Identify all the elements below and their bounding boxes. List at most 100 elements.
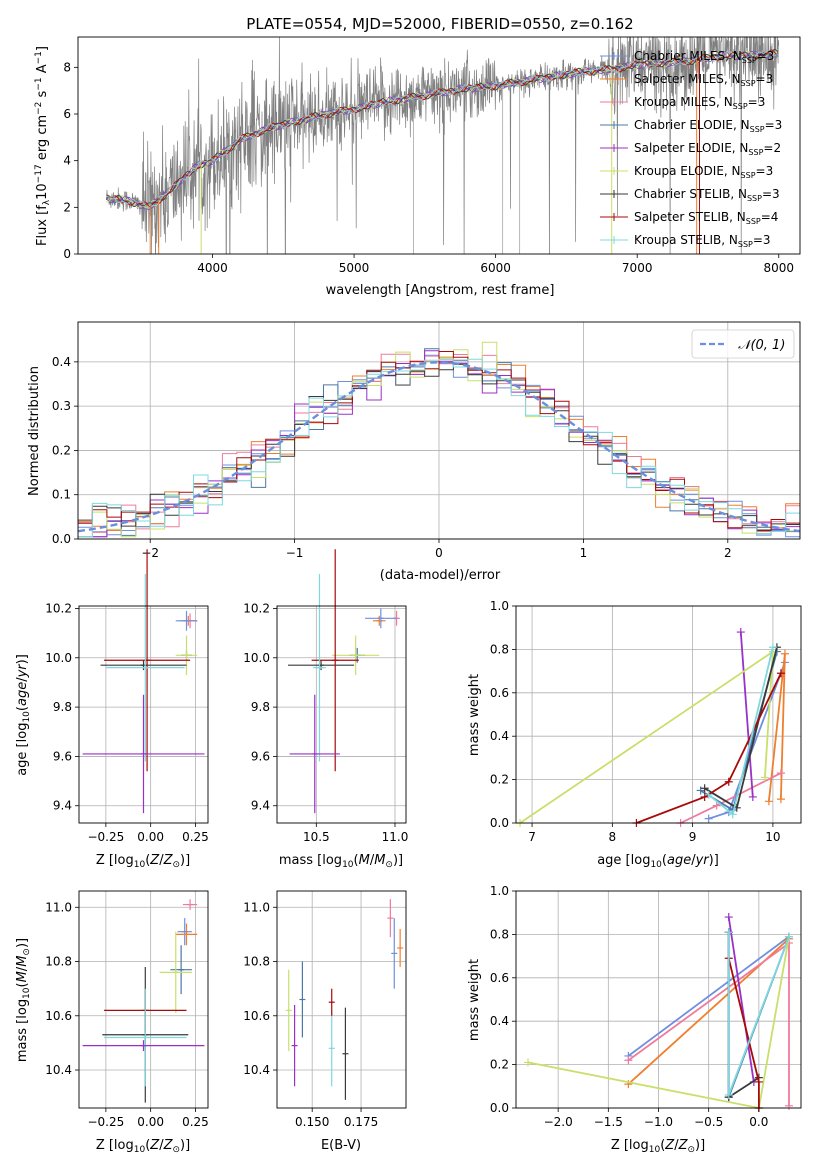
normal-curve	[78, 361, 800, 533]
spectrum-ylabel-part4: s	[35, 90, 50, 101]
age-z-frame	[78, 605, 209, 824]
legend-nssp-sub: SSP	[741, 79, 756, 88]
mass-ebv-xlabel: E(B-V)	[321, 1138, 361, 1153]
spectrum-ylabel-sup2: −2	[34, 102, 44, 115]
weight-marker	[712, 801, 721, 810]
x-tick-label: 1	[580, 546, 588, 560]
x-tick-label: 2	[724, 546, 732, 560]
y-tick-label: 9.6	[251, 749, 270, 763]
weight-marker	[700, 792, 709, 801]
spectrum-ylabel-sub: λ	[42, 199, 52, 205]
x-tick-label: −1.5	[594, 1115, 623, 1129]
x-tick-label: −2.0	[544, 1115, 573, 1129]
y-tick-label: 9.6	[53, 749, 72, 763]
age-mass-ticks: 10.5 11.0 9.4 9.6 9.8 10.0 10.2	[243, 601, 408, 844]
y-tick-label: 9.8	[53, 700, 72, 714]
y-tick-label: 6	[63, 107, 71, 121]
weight-marker	[768, 643, 777, 652]
age-z-ylabel-part: age [log	[15, 723, 30, 776]
y-tick-label: 0.8	[490, 642, 509, 656]
weight-marker	[754, 1077, 763, 1086]
spectrum-xlabel: wavelength [Angstrom, rest frame]	[326, 283, 555, 298]
age-z-ylabel-tail: (age/yr)]	[15, 654, 30, 711]
x-tick-label: 0.175	[344, 1115, 378, 1129]
x-tick-label: 8	[609, 830, 617, 844]
legend-nssp-sub: SSP	[741, 171, 756, 180]
x-tick-label: −0.25	[87, 830, 124, 844]
x-tick-label: 0.00	[137, 830, 164, 844]
model-spectrum	[106, 49, 779, 209]
model-spectrum	[106, 50, 779, 210]
spectrum-ylabel-end: ]	[35, 46, 50, 51]
y-tick-label: 1.0	[490, 884, 509, 898]
y-tick-label: 0.3	[52, 399, 71, 413]
x-tick-label: −0.5	[694, 1115, 723, 1129]
legend-nssp: N	[732, 72, 741, 86]
spectrum-lines	[105, 37, 780, 254]
weight-marker	[696, 786, 705, 795]
observed-spectrum	[105, 37, 780, 254]
legend-series-name: Chabrier MILES,	[634, 49, 733, 63]
legend-count: =3	[757, 49, 775, 63]
spectrum-ylabel-sup1: −17	[34, 164, 44, 183]
y-tick-label: 10.2	[45, 601, 72, 615]
legend-nssp: N	[724, 95, 733, 109]
mass-z-xlabel-part: Z [log	[96, 1138, 134, 1153]
legend-nssp: N	[739, 141, 748, 155]
y-tick-label: 0.2	[490, 773, 509, 787]
legend-label: Chabrier MILES, NSSP=3	[634, 49, 774, 65]
y-tick-label: 0.0	[52, 532, 71, 546]
y-tick-label: 0.6	[490, 971, 509, 985]
legend-nssp-sub: SSP	[747, 194, 762, 203]
weight-marker	[704, 814, 713, 823]
y-tick-label: 0.0	[490, 816, 509, 830]
x-tick-label: 0.00	[137, 1115, 164, 1129]
legend-nssp-sub: SSP	[733, 102, 748, 111]
legend-nssp: N	[741, 118, 750, 132]
x-tick-label: 0.0	[749, 1115, 768, 1129]
legend-count: =4	[761, 210, 779, 224]
normal-legend-label: 𝒩(0, 1)	[738, 338, 785, 353]
residuals-xlabel: (data-model)/error	[380, 568, 501, 583]
legend-label: Salpeter MILES, NSSP=3	[634, 72, 773, 88]
x-tick-label: 0	[435, 546, 443, 560]
weight-z-plot-area	[516, 890, 801, 1112]
x-tick-label: 10.5	[303, 830, 330, 844]
weight-marker	[736, 628, 745, 637]
y-tick-label: 10.6	[243, 1009, 270, 1023]
y-tick-label: 11.0	[45, 900, 72, 914]
hist-lines	[78, 341, 800, 538]
mass-z-xlabel-sub: 10	[134, 1145, 146, 1155]
weight-age-ylabel: mass weight	[467, 674, 482, 756]
legend-count: =3	[756, 72, 774, 86]
y-tick-label: 9.4	[53, 799, 72, 813]
legend-count: =3	[765, 118, 783, 132]
legend-label: Chabrier ELODIE, NSSP=3	[634, 118, 782, 134]
x-tick-label: −1.0	[644, 1115, 673, 1129]
weight-age-plot-area	[516, 605, 801, 827]
legend-series-name: Salpeter STELIB,	[634, 210, 737, 224]
x-tick-label: 0.150	[295, 1115, 329, 1129]
legend-label: Kroupa MILES, NSSP=3	[634, 95, 765, 111]
spectrum-ylabel-part3: erg cm	[35, 115, 50, 164]
mass-z-plot-area	[79, 891, 208, 1108]
legend-nssp: N	[729, 233, 738, 247]
mass-z-ylabel: mass [log10(M/M⊙)]	[15, 938, 32, 1062]
age-z-panel: −0.25 0.00 0.259.49.69.810.010.2 Z [log10(…	[15, 549, 209, 870]
x-tick-label: 7	[528, 830, 536, 844]
y-tick-label: 9.8	[251, 700, 270, 714]
legend-nssp-sub: SSP	[748, 148, 763, 157]
y-tick-label: 9.4	[251, 799, 270, 813]
weight-age-xlabel-sub: 10	[650, 860, 662, 870]
y-tick-label: 8	[63, 60, 71, 74]
age-mass-frame	[276, 605, 407, 824]
y-tick-label: 0.4	[490, 729, 509, 743]
weight-marker	[524, 1058, 533, 1067]
spectrum-ylabel-part2: 10	[35, 183, 50, 200]
figure-title: PLATE=0554, MJD=52000, FIBERID=0550, z=0…	[246, 15, 633, 33]
y-tick-label: 10.0	[243, 651, 270, 665]
age-z-xlabel-part: Z [log	[96, 853, 134, 868]
